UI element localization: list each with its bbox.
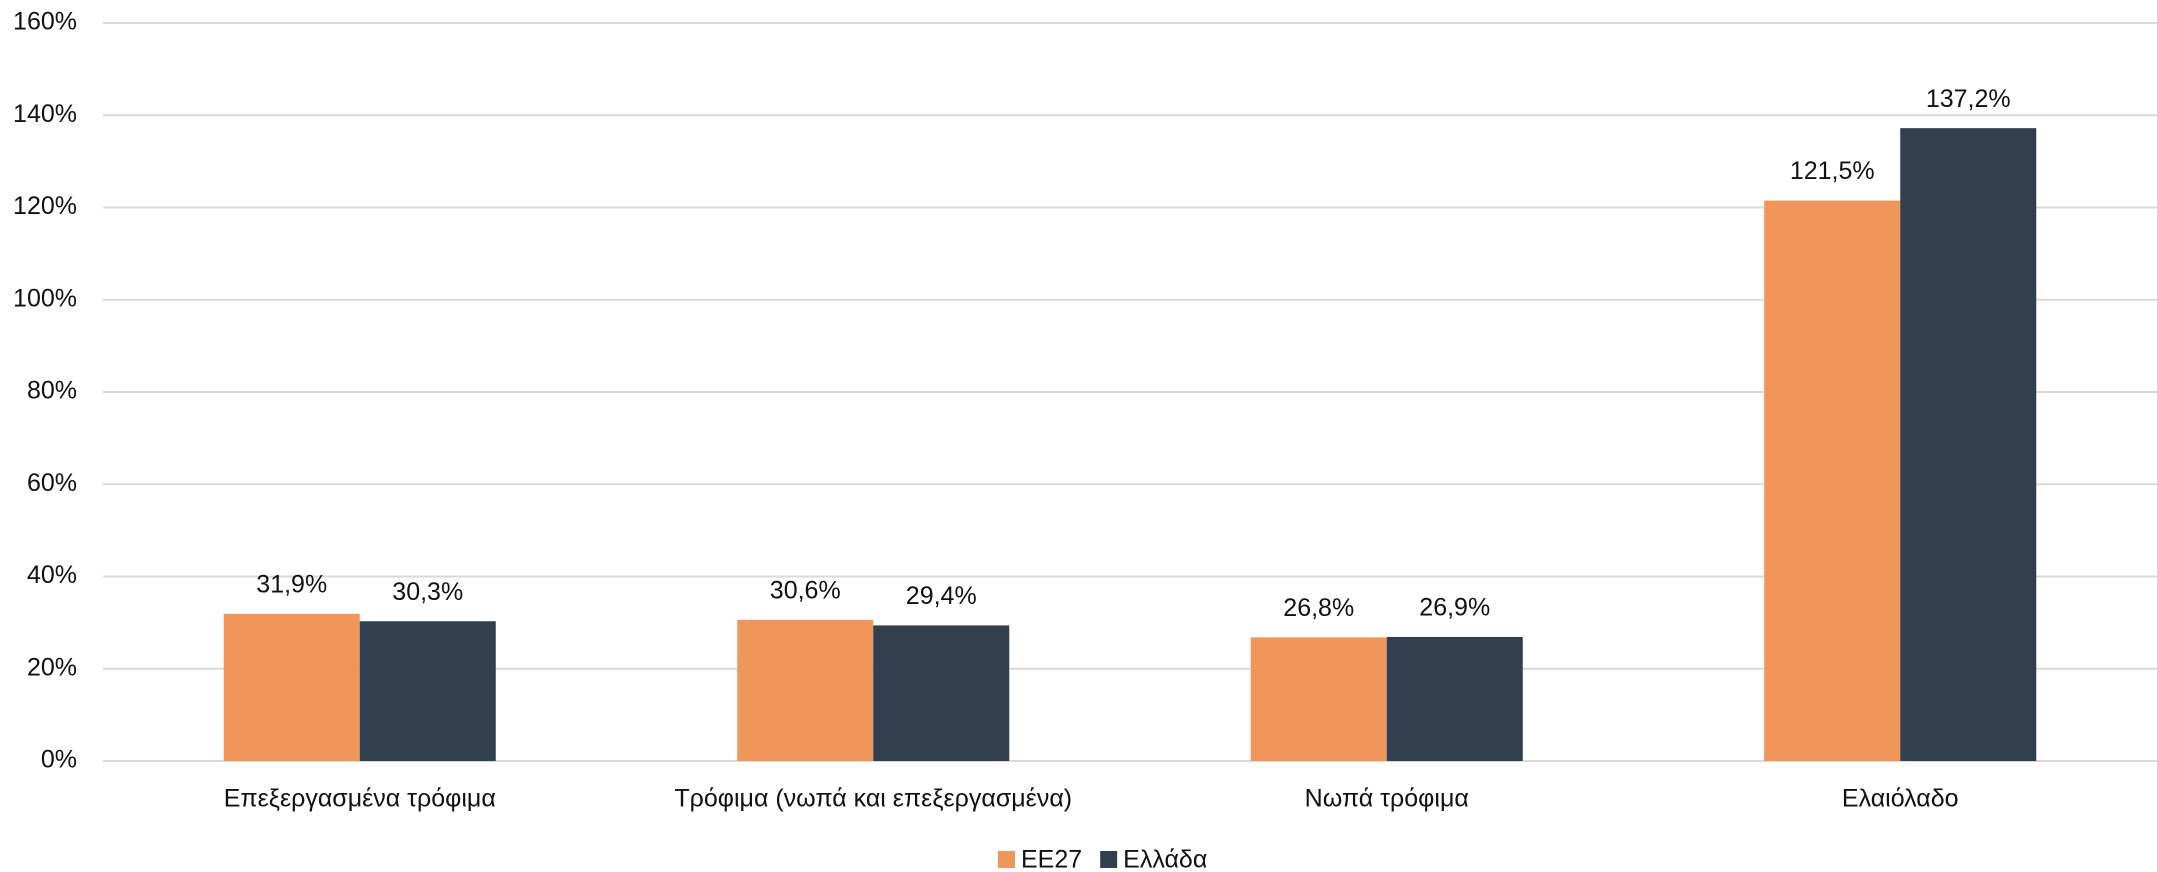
y-tick-label: 100% — [13, 284, 77, 312]
x-tick-label: Νωπά τρόφιμα — [1305, 785, 1469, 813]
bar — [737, 619, 874, 761]
value-label: 26,9% — [1419, 594, 1490, 622]
value-label: 30,6% — [770, 576, 841, 604]
x-tick-label: Επεξεργασμένα τρόφιμα — [224, 785, 496, 813]
bar — [1386, 636, 1523, 761]
legend-swatch — [998, 851, 1015, 868]
value-label: 31,9% — [256, 570, 327, 598]
bar — [223, 613, 360, 761]
y-tick-label: 20% — [27, 653, 77, 681]
bar — [359, 621, 496, 761]
value-label: 121,5% — [1790, 157, 1875, 185]
x-tick-label: Ελαιόλαδο — [1842, 785, 1959, 813]
y-tick-label: 120% — [13, 192, 77, 220]
y-tick-label: 80% — [27, 377, 77, 405]
legend-label: ΕΕ27 — [1021, 846, 1082, 872]
y-tick-label: 160% — [13, 8, 77, 36]
value-label: 30,3% — [392, 578, 463, 606]
bar — [1900, 128, 2037, 762]
value-label: 26,8% — [1283, 594, 1354, 622]
x-tick-label: Τρόφιμα (νωπά και επεξεργασμένα) — [674, 785, 1072, 813]
y-tick-label: 0% — [41, 746, 77, 774]
bar — [1250, 637, 1387, 761]
value-label: 137,2% — [1926, 85, 2011, 113]
y-tick-label: 60% — [27, 469, 77, 497]
value-label: 29,4% — [906, 582, 977, 610]
legend-swatch — [1100, 851, 1118, 868]
y-tick-label: 140% — [13, 100, 77, 128]
bar — [873, 625, 1010, 761]
bar — [1764, 200, 1901, 762]
y-tick-label: 40% — [27, 561, 77, 589]
legend-label: Ελλάδα — [1123, 846, 1207, 872]
